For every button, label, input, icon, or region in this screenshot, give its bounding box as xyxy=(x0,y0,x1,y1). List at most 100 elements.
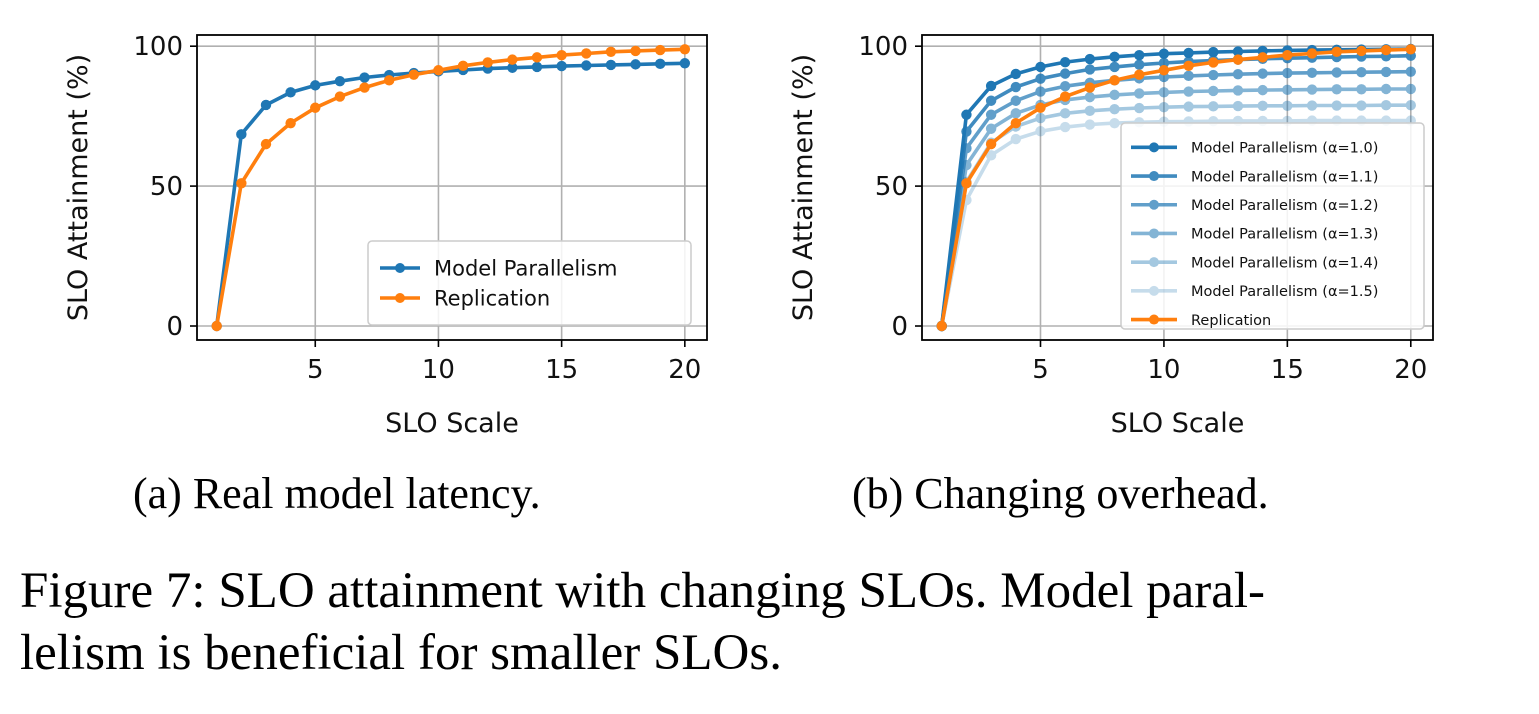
data-point xyxy=(1306,100,1318,111)
y-axis-label: SLO Attainment (%) xyxy=(788,54,819,321)
data-point xyxy=(1134,59,1145,70)
axes-frame xyxy=(196,34,708,341)
data-point xyxy=(581,48,592,59)
data-point xyxy=(1109,117,1120,129)
x-tick-label: 20 xyxy=(1394,355,1427,385)
data-point xyxy=(605,46,617,57)
data-point xyxy=(211,320,222,332)
data-point xyxy=(1134,88,1145,99)
data-point xyxy=(1257,68,1268,79)
data-point xyxy=(1380,44,1392,56)
x-tick-label: 15 xyxy=(1271,355,1304,385)
data-point xyxy=(985,150,997,161)
data-point xyxy=(1134,49,1145,61)
data-point xyxy=(654,58,666,70)
figure-caption-line-1: Figure 7: SLO attainment with changing S… xyxy=(20,563,1266,619)
legend-label: Model Parallelism (α=1.0) xyxy=(1191,141,1378,157)
data-point xyxy=(1405,83,1416,95)
data-point xyxy=(556,49,567,61)
data-point xyxy=(985,80,997,92)
data-point xyxy=(1084,82,1096,93)
data-point xyxy=(679,44,691,55)
legend-label: Model Parallelism xyxy=(434,257,617,281)
data-point xyxy=(1183,86,1194,97)
data-point xyxy=(1306,67,1318,78)
data-point xyxy=(1331,84,1342,95)
data-point xyxy=(1208,46,1219,58)
data-point xyxy=(1109,89,1120,101)
data-point xyxy=(310,102,321,113)
data-point xyxy=(1282,100,1293,111)
data-point xyxy=(1356,84,1367,95)
legend-label: Model Parallelism (α=1.3) xyxy=(1191,227,1378,243)
data-point xyxy=(1010,81,1022,93)
legend-entry xyxy=(1131,314,1177,325)
data-point xyxy=(260,138,272,150)
data-point xyxy=(1208,101,1219,112)
data-point xyxy=(1035,61,1046,73)
legend-marker xyxy=(1149,228,1159,239)
data-point xyxy=(961,109,972,120)
legend-box xyxy=(367,240,692,326)
data-point xyxy=(1084,53,1096,65)
data-point xyxy=(1084,105,1096,117)
data-point xyxy=(1282,84,1293,96)
data-point xyxy=(1010,117,1022,129)
legend: Model Parallelism (α=1.0) Model Paralleli… xyxy=(1120,122,1425,330)
data-point xyxy=(531,61,543,73)
data-point xyxy=(1059,56,1071,68)
data-point xyxy=(654,44,666,56)
figure-caption-line-2: lelism is beneficial for smaller SLOs. xyxy=(20,625,782,681)
data-point xyxy=(679,58,691,69)
data-point xyxy=(1183,70,1194,82)
data-point xyxy=(961,126,972,137)
data-point xyxy=(961,159,972,171)
data-point xyxy=(1109,61,1120,73)
data-point xyxy=(1183,101,1194,112)
data-point xyxy=(1035,102,1046,113)
legend-label: Model Parallelism (α=1.5) xyxy=(1191,284,1378,300)
data-point xyxy=(1109,103,1120,115)
data-point xyxy=(359,82,370,93)
data-point xyxy=(1059,121,1071,133)
legend-entry xyxy=(1131,257,1177,268)
data-point xyxy=(1183,60,1194,71)
legend-entry xyxy=(380,293,420,303)
data-point xyxy=(285,117,296,129)
data-point xyxy=(1035,112,1046,124)
y-tick-label: 0 xyxy=(166,312,183,342)
data-point xyxy=(1208,69,1219,81)
data-point xyxy=(556,60,567,72)
y-tick-label: 0 xyxy=(891,312,908,342)
data-point xyxy=(1232,54,1244,65)
subcaption-a: (a) Real model latency. xyxy=(133,469,541,518)
data-point xyxy=(1035,126,1046,137)
chart-b: 5 10 15 20 0 50 100 SLO Scale SLO Attainment (%)… xyxy=(788,32,1434,439)
data-point xyxy=(605,59,617,71)
data-point xyxy=(334,91,346,102)
data-point xyxy=(334,75,346,87)
subcaption-b: (b) Changing overhead. xyxy=(852,469,1269,518)
legend: Model Parallelism Replication xyxy=(367,240,692,326)
data-point xyxy=(1158,65,1170,76)
legend-marker xyxy=(1149,257,1159,268)
data-point xyxy=(1257,100,1268,111)
data-point xyxy=(1158,101,1170,113)
y-tick-label: 100 xyxy=(858,32,908,62)
legend-label: Model Parallelism (α=1.1) xyxy=(1191,169,1378,185)
data-point xyxy=(236,129,247,140)
data-point xyxy=(985,123,997,134)
data-point xyxy=(1306,84,1318,95)
data-point xyxy=(1158,87,1170,98)
data-point xyxy=(1356,100,1367,111)
data-point xyxy=(1380,83,1392,95)
data-point xyxy=(1282,67,1293,79)
data-point xyxy=(961,178,972,189)
data-point xyxy=(1059,91,1071,102)
legend-entry xyxy=(1131,228,1177,239)
data-point xyxy=(359,72,370,83)
data-point xyxy=(1134,102,1145,114)
data-point xyxy=(1109,51,1120,63)
data-point xyxy=(1059,81,1071,92)
